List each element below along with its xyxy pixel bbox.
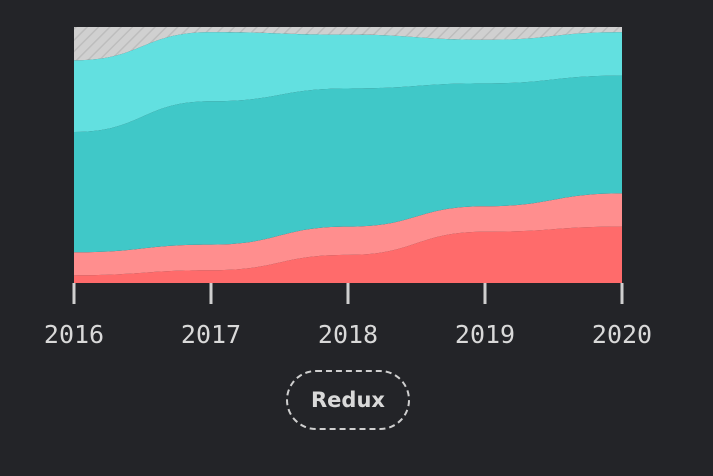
x-tick-label: 2018 (318, 320, 378, 349)
area-series-2 (74, 193, 622, 276)
x-tick-2019 (483, 283, 487, 304)
x-tick-label: 2019 (455, 320, 515, 349)
x-tick-2020 (620, 283, 624, 304)
stacked-area-chart: 2016 2017 2018 2019 2020 (44, 27, 652, 349)
area-series-4 (74, 32, 622, 132)
area-series-5 (74, 27, 622, 61)
area-layers (74, 27, 622, 283)
x-tick-2016 (72, 283, 76, 304)
x-tick-2017 (209, 283, 213, 304)
x-tick-label: 2020 (592, 320, 652, 349)
area-series-3 (74, 75, 622, 253)
x-tick-2018 (346, 283, 350, 304)
filter-chip-redux[interactable]: Redux (286, 370, 410, 430)
x-axis: 2016 2017 2018 2019 2020 (44, 283, 652, 349)
x-tick-label: 2016 (44, 320, 104, 349)
x-tick-label: 2017 (181, 320, 241, 349)
